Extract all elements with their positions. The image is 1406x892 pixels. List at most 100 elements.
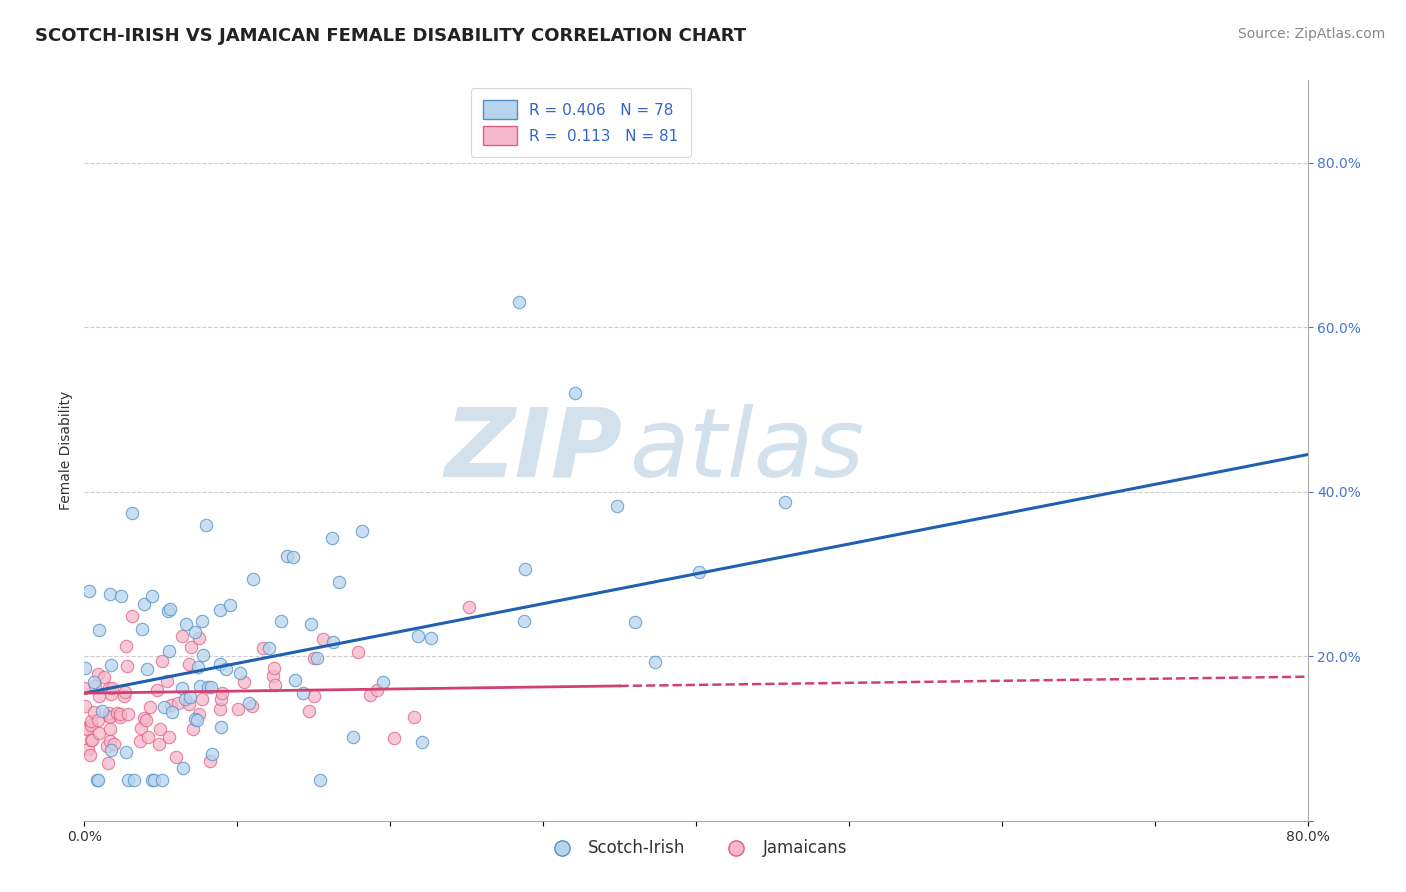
Point bbox=[281, 549, 304, 564]
Point bbox=[321, 531, 343, 545]
Point bbox=[115, 639, 138, 653]
Point bbox=[128, 733, 150, 747]
Point bbox=[215, 662, 238, 676]
Point bbox=[366, 682, 388, 697]
Point bbox=[100, 681, 122, 695]
Point bbox=[195, 517, 218, 532]
Point bbox=[87, 772, 110, 787]
Point bbox=[190, 614, 212, 628]
Point bbox=[159, 730, 181, 744]
Point bbox=[100, 734, 122, 748]
Point bbox=[284, 673, 307, 687]
Point bbox=[79, 748, 101, 763]
Point bbox=[162, 706, 184, 720]
Point bbox=[183, 723, 205, 737]
Point bbox=[167, 696, 190, 710]
Point bbox=[121, 506, 143, 520]
Point bbox=[342, 730, 364, 744]
Point bbox=[79, 718, 101, 732]
Point bbox=[138, 700, 160, 714]
Point bbox=[98, 708, 121, 723]
Point bbox=[87, 713, 110, 727]
Point bbox=[226, 702, 249, 716]
Point bbox=[513, 614, 536, 628]
Point bbox=[359, 689, 381, 703]
Point bbox=[100, 658, 122, 673]
Point bbox=[623, 615, 645, 630]
Point bbox=[142, 772, 165, 787]
Point bbox=[773, 495, 796, 509]
Text: SCOTCH-IRISH VS JAMAICAN FEMALE DISABILITY CORRELATION CHART: SCOTCH-IRISH VS JAMAICAN FEMALE DISABILI… bbox=[35, 27, 747, 45]
Point bbox=[188, 679, 211, 693]
Point bbox=[93, 669, 115, 683]
Point bbox=[108, 710, 131, 724]
Point bbox=[157, 644, 180, 658]
Point bbox=[179, 690, 201, 704]
Point bbox=[131, 622, 153, 636]
Point bbox=[515, 562, 537, 576]
Point bbox=[186, 713, 208, 727]
Point bbox=[86, 772, 108, 787]
Point bbox=[80, 733, 103, 747]
Point bbox=[141, 589, 163, 603]
Point bbox=[114, 685, 136, 699]
Point bbox=[156, 674, 179, 689]
Point bbox=[177, 697, 200, 711]
Point bbox=[187, 706, 209, 721]
Point bbox=[197, 680, 219, 694]
Point bbox=[191, 691, 214, 706]
Point bbox=[117, 706, 139, 721]
Point bbox=[307, 650, 329, 665]
Point bbox=[146, 682, 169, 697]
Point bbox=[419, 631, 441, 645]
Point bbox=[328, 574, 350, 589]
Point bbox=[606, 500, 628, 514]
Point bbox=[87, 623, 110, 637]
Point bbox=[187, 660, 209, 674]
Point bbox=[172, 761, 194, 775]
Point bbox=[172, 629, 194, 643]
Point bbox=[232, 675, 254, 690]
Point bbox=[238, 696, 260, 710]
Point bbox=[302, 651, 325, 665]
Point bbox=[270, 614, 292, 628]
Point bbox=[83, 679, 105, 693]
Legend: Scotch-Irish, Jamaicans: Scotch-Irish, Jamaicans bbox=[538, 833, 853, 864]
Point bbox=[136, 730, 159, 744]
Point bbox=[176, 616, 198, 631]
Point bbox=[112, 689, 135, 703]
Point bbox=[135, 713, 157, 727]
Point bbox=[117, 772, 139, 787]
Point bbox=[187, 631, 209, 645]
Point bbox=[219, 598, 242, 612]
Point bbox=[209, 602, 232, 616]
Point bbox=[242, 572, 264, 586]
Point bbox=[148, 737, 170, 751]
Point bbox=[115, 659, 138, 673]
Point bbox=[688, 566, 710, 580]
Point bbox=[304, 689, 326, 703]
Point bbox=[98, 710, 121, 724]
Point bbox=[75, 699, 97, 714]
Y-axis label: Female Disability: Female Disability bbox=[59, 391, 73, 510]
Point bbox=[75, 722, 97, 736]
Point bbox=[184, 712, 207, 726]
Point bbox=[80, 733, 103, 747]
Point bbox=[299, 617, 322, 632]
Point bbox=[76, 742, 98, 756]
Point bbox=[134, 711, 156, 725]
Point bbox=[87, 689, 110, 703]
Point bbox=[105, 706, 128, 721]
Point bbox=[87, 667, 110, 681]
Point bbox=[263, 661, 285, 675]
Text: ZIP: ZIP bbox=[444, 404, 623, 497]
Point bbox=[458, 599, 481, 614]
Point bbox=[346, 645, 368, 659]
Point bbox=[132, 597, 155, 611]
Point bbox=[100, 687, 122, 701]
Point bbox=[211, 686, 233, 700]
Point bbox=[291, 686, 314, 700]
Point bbox=[209, 657, 232, 672]
Point bbox=[135, 662, 157, 676]
Point bbox=[159, 602, 181, 616]
